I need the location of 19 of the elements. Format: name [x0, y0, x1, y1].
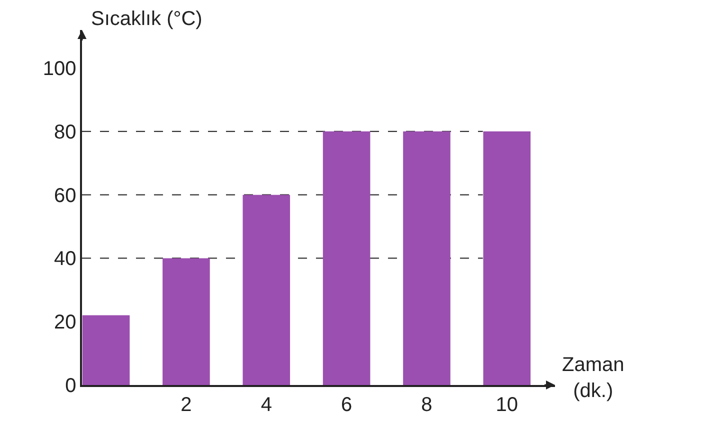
x-tick-label: 2 [180, 394, 192, 416]
bar [403, 131, 450, 385]
y-tick-label: 100 [42, 58, 76, 80]
y-tick-label: 20 [54, 312, 76, 334]
y-tick-label: 60 [54, 184, 76, 207]
y-tick-label: 40 [54, 248, 76, 270]
bar [483, 131, 531, 385]
bar [162, 258, 210, 385]
bar [82, 315, 130, 385]
y-tick-label: 80 [54, 121, 76, 144]
y-axis-title: Sıcaklık (°C) [91, 8, 202, 30]
x-tick-label: 4 [260, 394, 272, 416]
x-axis-title: Zaman (dk.) [562, 354, 624, 402]
bar [322, 131, 370, 385]
y-tick-label: 0 [65, 375, 76, 397]
x-tick-label: 8 [421, 394, 432, 416]
x-tick-label: 6 [340, 394, 352, 416]
bar [242, 194, 290, 385]
x-tick-label: 10 [496, 394, 518, 416]
